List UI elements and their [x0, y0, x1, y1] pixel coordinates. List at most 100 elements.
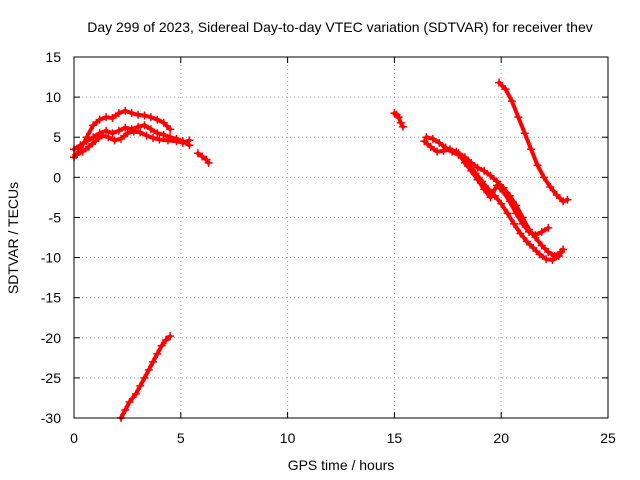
data-point-marker [97, 131, 106, 140]
data-point-marker [499, 187, 508, 196]
data-point-marker [136, 381, 145, 390]
data-point-marker [559, 245, 568, 254]
y-axis-label: SDTVAR / TECUs [5, 182, 21, 294]
data-point-marker [535, 250, 544, 259]
x-axis-label: GPS time / hours [288, 457, 395, 473]
y-tick-label: -15 [41, 290, 61, 306]
data-point-marker [542, 255, 551, 264]
data-point-marker [537, 241, 546, 250]
data-point-marker [552, 190, 561, 199]
y-tick-label: -10 [41, 250, 61, 266]
series-arc-1c [72, 127, 194, 159]
data-point-marker [428, 134, 437, 143]
data-point-marker [546, 182, 555, 191]
data-point-marker [89, 133, 98, 142]
y-tick-label: -30 [41, 410, 61, 426]
data-point-marker [563, 195, 572, 204]
data-point-marker [121, 405, 130, 414]
data-point-marker [136, 128, 145, 137]
data-point-marker [501, 85, 510, 94]
data-point-marker [134, 110, 143, 119]
data-point-marker [497, 199, 506, 208]
data-point-marker [110, 136, 119, 145]
data-point-marker [460, 158, 469, 167]
series-trace [72, 108, 173, 160]
data-point-marker [512, 209, 521, 218]
data-point-marker [84, 142, 93, 151]
data-point-marker [72, 150, 81, 159]
data-point-marker [140, 121, 149, 130]
data-point-marker [146, 113, 155, 122]
data-point-marker [548, 255, 557, 264]
data-point-marker [505, 197, 514, 206]
data-point-marker [108, 113, 117, 122]
data-point-marker [121, 123, 130, 132]
data-point-marker [104, 133, 113, 142]
series-trace [497, 80, 570, 204]
y-tick-label: -20 [41, 330, 61, 346]
data-point-marker [102, 126, 111, 135]
data-point-marker [539, 173, 548, 182]
chart-title: Day 299 of 2023, Sidereal Day-to-day VTE… [87, 19, 593, 35]
data-point-marker [114, 126, 123, 135]
data-point-marker [426, 142, 435, 151]
data-point-marker [439, 146, 448, 155]
y-tick-label: 10 [45, 89, 61, 105]
data-point-marker [422, 133, 431, 142]
data-point-marker [125, 397, 134, 406]
data-point-marker [544, 223, 553, 232]
data-point-marker [102, 113, 111, 122]
chart-series [70, 78, 572, 422]
series-arc-1d [193, 149, 213, 167]
series-trace [119, 334, 173, 420]
data-point-marker [486, 193, 495, 202]
data-point-marker [435, 138, 444, 147]
data-point-marker [544, 247, 553, 256]
x-tick-label: 25 [600, 430, 616, 446]
data-point-marker [89, 121, 98, 130]
data-point-marker [537, 227, 546, 236]
chart-ticks: 0 5 10 15 20 25 15 10 5 0 -5 -10 -15 -20 -25 -30 [41, 49, 616, 446]
data-point-marker [398, 122, 407, 131]
data-point-marker [127, 109, 136, 118]
data-point-marker [454, 149, 463, 158]
data-point-marker [394, 113, 403, 122]
data-point-marker [91, 137, 100, 146]
data-point-marker [155, 135, 164, 144]
data-point-marker [121, 106, 130, 115]
data-point-marker [159, 118, 168, 127]
data-point-marker [157, 341, 166, 350]
data-point-marker [486, 171, 495, 180]
data-point-marker [82, 137, 91, 146]
data-point-marker [514, 113, 523, 122]
y-tick-label: 5 [53, 129, 61, 145]
data-point-marker [516, 229, 525, 238]
data-point-marker [153, 115, 162, 124]
data-point-marker [503, 209, 512, 218]
data-point-marker [142, 131, 151, 140]
data-point-marker [554, 251, 563, 260]
data-point-marker [473, 163, 482, 172]
data-point-marker [149, 357, 158, 366]
data-point-marker [480, 166, 489, 175]
data-point-marker [531, 231, 540, 240]
data-point-marker [185, 136, 194, 145]
data-point-marker [178, 138, 187, 147]
series-arc-3 [390, 109, 407, 131]
data-point-marker [467, 166, 476, 175]
data-point-marker [95, 115, 104, 124]
y-tick-label: -25 [41, 370, 61, 386]
data-point-marker [193, 149, 202, 158]
data-point-marker [507, 97, 516, 106]
data-point-marker [134, 122, 143, 131]
data-point-marker [166, 332, 175, 341]
data-point-marker [172, 137, 181, 146]
data-point-marker [510, 219, 519, 228]
data-point-marker [166, 125, 175, 134]
x-tick-label: 5 [177, 430, 185, 446]
y-tick-label: 0 [53, 169, 61, 185]
data-point-marker [518, 219, 527, 228]
data-point-marker [524, 227, 533, 236]
data-point-marker [527, 145, 536, 154]
data-point-marker [114, 109, 123, 118]
